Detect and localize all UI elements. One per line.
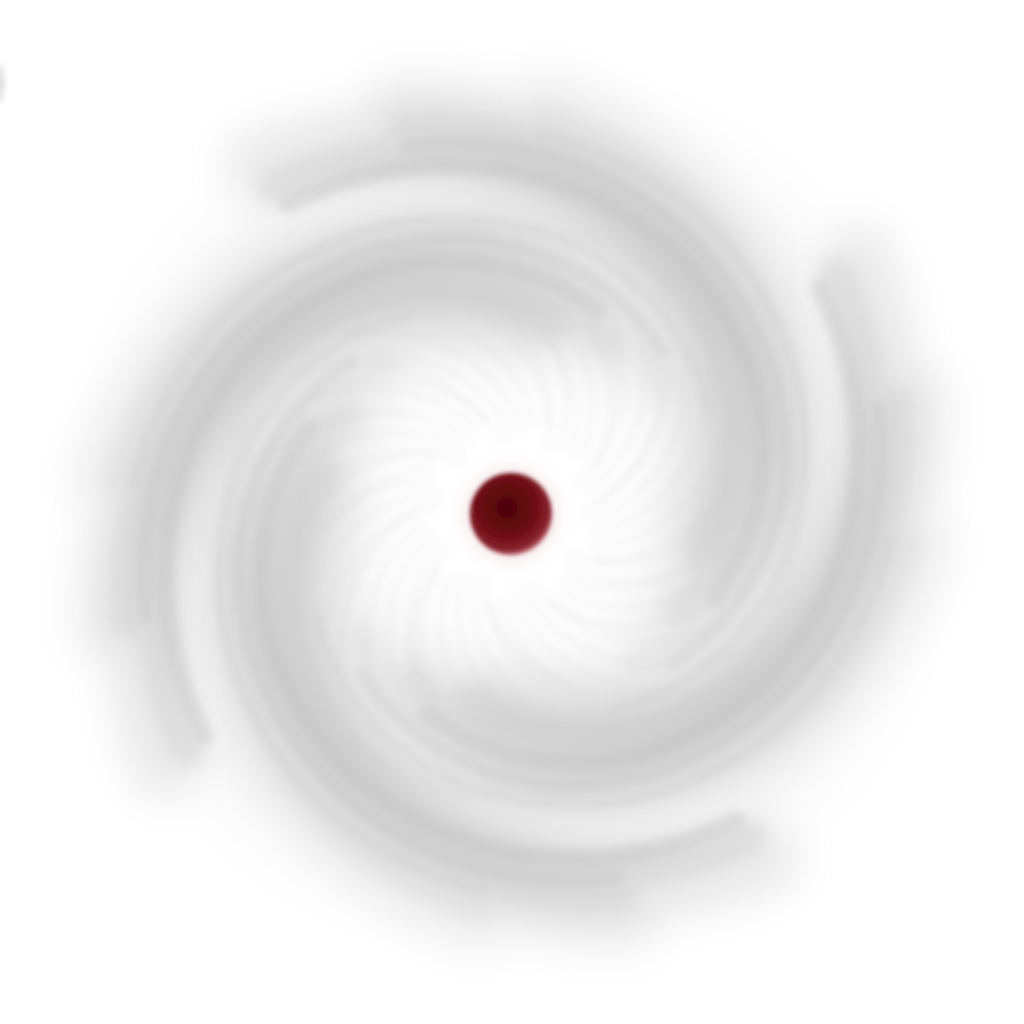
spiral-band xyxy=(417,279,868,773)
inner-streak xyxy=(519,586,745,668)
spiral-band xyxy=(400,137,792,669)
spiral-arms xyxy=(65,65,959,959)
inner-streaks xyxy=(241,228,803,801)
inner-streak xyxy=(380,273,551,426)
spiral-band xyxy=(455,257,887,755)
inner-streak xyxy=(509,593,732,696)
inner-streak xyxy=(566,442,786,566)
inner-streak xyxy=(470,577,605,747)
inner-streak xyxy=(295,465,436,598)
inner-streak xyxy=(593,412,766,562)
spiral-band xyxy=(257,137,755,569)
inner-streak xyxy=(440,228,569,453)
inner-streak xyxy=(241,387,480,438)
spiral-band xyxy=(112,245,626,637)
inner-streak xyxy=(338,509,420,717)
inner-streak xyxy=(250,430,467,510)
inner-streak xyxy=(243,409,473,475)
spiral-band xyxy=(269,455,767,887)
inner-streak xyxy=(554,545,752,609)
inner-streak xyxy=(419,568,509,794)
inner-streak xyxy=(313,377,506,444)
inner-streak xyxy=(261,448,464,543)
inner-streak xyxy=(407,539,451,735)
spiral-band xyxy=(103,220,671,494)
inner-streak xyxy=(485,601,650,700)
inner-streak xyxy=(514,270,596,460)
edge-fragment xyxy=(0,62,6,104)
inner-streak xyxy=(314,500,444,700)
inner-streak xyxy=(574,260,625,488)
inner-streak xyxy=(546,262,614,467)
inner-streak xyxy=(337,327,526,432)
spiral-band xyxy=(279,156,773,607)
inner-streak xyxy=(363,521,427,728)
inner-streak xyxy=(323,353,515,438)
inner-streak xyxy=(592,270,675,504)
inner-streak xyxy=(408,249,554,452)
spiral-band xyxy=(128,213,713,490)
inner-streak xyxy=(276,451,438,572)
spiral-band xyxy=(398,387,912,779)
inner-streak xyxy=(244,362,490,423)
inner-streak xyxy=(455,576,577,767)
inner-streak xyxy=(546,578,754,630)
spiral-band xyxy=(311,534,896,811)
inner-streak xyxy=(408,545,472,801)
spiral-band xyxy=(137,232,669,624)
inner-streak xyxy=(438,573,545,783)
spiral-band xyxy=(534,128,811,713)
inner-streak xyxy=(484,281,579,455)
spiral-band xyxy=(530,103,804,671)
inner-streak xyxy=(498,598,714,725)
inner-streak xyxy=(560,514,744,591)
spiral-band xyxy=(251,417,745,868)
inner-streak xyxy=(357,300,538,428)
spiral-band xyxy=(213,311,490,896)
inner-streak xyxy=(256,477,437,654)
inner-streak xyxy=(284,489,439,679)
inner-streak xyxy=(482,576,630,725)
spiral-band xyxy=(232,355,624,887)
spiral-band xyxy=(137,269,569,767)
inner-streak xyxy=(590,363,716,536)
spiral-band xyxy=(220,353,494,921)
inner-streak xyxy=(386,531,435,734)
inner-streak xyxy=(528,578,752,643)
core xyxy=(467,470,555,558)
spiral-band xyxy=(245,398,637,912)
inner-streak xyxy=(586,344,689,525)
inner-streak xyxy=(593,385,742,549)
inner-streak xyxy=(564,477,803,584)
inner-streak xyxy=(583,263,649,495)
spiral-band xyxy=(156,251,607,745)
